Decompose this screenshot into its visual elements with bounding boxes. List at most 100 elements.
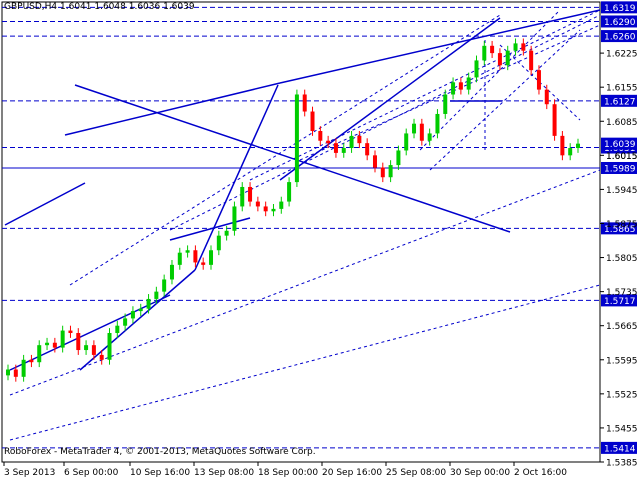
symbol-header: GBPUSD,H4 1.6041 1.6048 1.6036 1.6039 <box>4 2 195 12</box>
candle-body <box>513 43 518 51</box>
candle-body <box>451 82 456 95</box>
y-tick-label: 1.6155 <box>606 84 638 94</box>
candles-layer <box>6 38 580 382</box>
candle-body <box>60 330 65 348</box>
candle-body <box>232 206 237 231</box>
solid-trend-line <box>279 17 501 181</box>
price-level-label: 1.6260 <box>604 33 636 43</box>
candle-body <box>263 206 268 212</box>
dashed-trend-line <box>419 9 561 151</box>
candle-body <box>427 133 432 141</box>
y-tick-label: 1.5665 <box>606 322 638 332</box>
solid-trend-line <box>4 182 86 226</box>
dashed-trend-line <box>249 9 601 181</box>
candle-body <box>318 130 323 141</box>
candle-body <box>497 53 502 66</box>
y-tick-label: 1.5875 <box>606 220 638 230</box>
candle-body <box>490 45 495 54</box>
candle-body <box>380 167 385 178</box>
price-level-tag <box>601 441 637 454</box>
copyright-text: RoboForex - MetaTrader 4, © 2001-2013, M… <box>4 447 316 457</box>
candle-body <box>458 82 463 90</box>
solid-trend-line <box>9 294 171 371</box>
dashed-trend-line <box>169 14 601 231</box>
solid-trend-line <box>64 82 281 136</box>
current-price-label: 1.6039 <box>604 140 636 150</box>
y-tick-label: 1.6225 <box>606 50 638 60</box>
plot-area-border <box>1 1 601 463</box>
candle-body <box>130 311 135 319</box>
candle-body <box>310 111 315 131</box>
dashed-trend-line <box>9 169 601 396</box>
candle-body <box>349 135 354 149</box>
solid-trend-line <box>279 9 601 84</box>
candle-body <box>482 45 487 61</box>
candle-body <box>248 186 253 202</box>
price-level-tag <box>601 30 637 43</box>
candle-body <box>435 113 440 134</box>
candle-body <box>209 250 214 265</box>
candle-body <box>255 201 260 207</box>
candle-body <box>419 123 424 141</box>
candle-body <box>177 252 182 265</box>
solid-trend-line <box>79 269 196 371</box>
candle-body <box>68 330 73 334</box>
candle-body <box>521 43 526 51</box>
price-level-label: 1.6290 <box>604 18 636 28</box>
y-tick-label: 1.6015 <box>606 152 638 162</box>
trend-drawings-layer <box>4 9 601 441</box>
price-level-label: 1.6319 <box>604 4 636 14</box>
candle-body <box>302 94 307 112</box>
price-level-label: 1.5865 <box>604 225 636 235</box>
candle-body <box>29 359 34 363</box>
y-tick-label: 1.5735 <box>606 288 638 298</box>
x-tick-label: 30 Sep 00:00 <box>450 468 510 478</box>
x-tick-label: 6 Sep 00:00 <box>64 468 119 478</box>
candle-body <box>529 50 534 71</box>
price-level-label: 1.5717 <box>604 297 636 307</box>
y-tick-label: 1.5385 <box>606 459 638 469</box>
time-axis: 3 Sep 2013 6 Sep 00:00 10 Sep 16:00 13 Sep … <box>3 462 567 478</box>
dashed-trend-line <box>429 29 581 171</box>
candle-body <box>216 235 221 251</box>
price-level-tag <box>601 1 637 14</box>
candle-body <box>505 50 510 66</box>
candle-body <box>84 345 89 351</box>
x-tick-label: 25 Sep 08:00 <box>386 468 446 478</box>
price-axis: 1.62251.61551.60851.60151.59451.58751.58… <box>600 50 638 469</box>
candle-body <box>388 165 393 178</box>
candle-body <box>21 359 26 377</box>
price-level-tag <box>601 161 637 174</box>
candle-body <box>99 354 104 360</box>
x-tick-label: 13 Sep 08:00 <box>194 468 254 478</box>
candle-body <box>404 133 409 151</box>
candle-body <box>138 308 143 312</box>
candle-body <box>544 89 549 105</box>
price-level-tag <box>601 222 637 235</box>
price-level-label: 1.6127 <box>604 97 636 107</box>
candle-body <box>13 369 18 377</box>
candle-body <box>552 104 557 136</box>
x-tick-label: 18 Sep 00:00 <box>258 468 318 478</box>
candle-body <box>279 201 284 209</box>
y-tick-label: 1.5455 <box>606 424 638 434</box>
candle-body <box>326 140 331 144</box>
candle-body <box>576 143 580 149</box>
price-level-label: 1.5989 <box>604 164 636 174</box>
candle-body <box>37 345 42 363</box>
candle-body <box>560 135 565 156</box>
candle-body <box>240 186 245 207</box>
candle-body <box>91 345 96 355</box>
candle-body <box>287 182 292 202</box>
y-tick-label: 1.5945 <box>606 186 638 196</box>
candle-body <box>6 369 10 376</box>
solid-trend-line <box>169 217 251 241</box>
dashed-trend-line <box>9 284 601 441</box>
candle-body <box>357 135 362 144</box>
candle-body <box>365 143 370 156</box>
candle-body <box>443 94 448 114</box>
candle-body <box>466 77 471 90</box>
y-tick-label: 1.5525 <box>606 390 638 400</box>
